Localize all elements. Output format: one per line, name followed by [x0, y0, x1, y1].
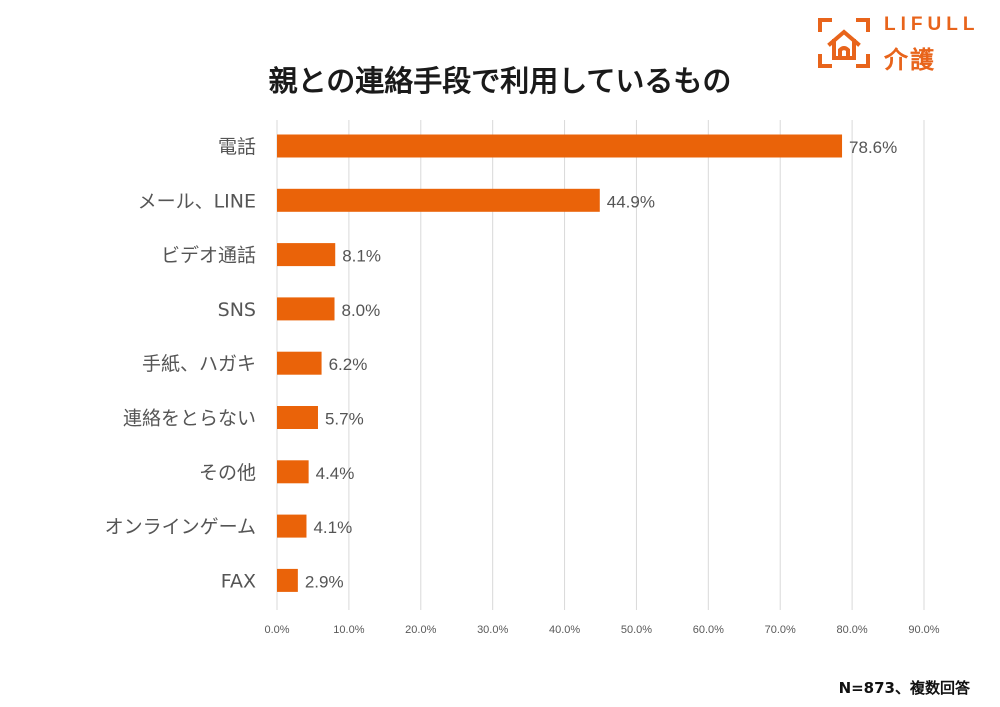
- grid-lines: [276, 120, 925, 610]
- bar: [277, 134, 843, 158]
- brand-name-en: LIFULL: [884, 14, 980, 35]
- bar: [277, 568, 298, 592]
- category-label: 手紙、ハガキ: [142, 353, 256, 375]
- x-tick-label: 80.0%: [837, 624, 868, 636]
- bar: [277, 406, 318, 429]
- value-label: 5.7%: [325, 410, 364, 429]
- x-tick-label: 50.0%: [621, 624, 652, 636]
- bar: [277, 243, 336, 267]
- bar: [277, 188, 600, 212]
- value-label: 8.1%: [342, 247, 381, 266]
- category-label: オンラインゲーム: [105, 516, 256, 538]
- category-label: SNS: [218, 299, 256, 321]
- bar: [277, 460, 309, 484]
- x-tick-label: 60.0%: [693, 624, 724, 636]
- sample-size-note: N=873、複数回答: [838, 679, 970, 697]
- x-tick-label: 10.0%: [333, 624, 364, 636]
- x-tick-label: 70.0%: [765, 624, 796, 636]
- lifull-logo-icon: [818, 18, 870, 68]
- value-label: 4.4%: [316, 464, 355, 483]
- brand-name-jp: 介護: [884, 46, 936, 74]
- x-tick-label: 90.0%: [908, 624, 939, 636]
- bars: [277, 134, 843, 592]
- category-label: 電話: [218, 136, 256, 158]
- labels: 0.0% 10.0% 20.0% 30.0% 40.0% 50.0% 60.0% 70.0% 8…: [105, 136, 940, 636]
- value-label: 6.2%: [329, 355, 368, 374]
- category-label: その他: [199, 462, 256, 484]
- x-tick-label: 40.0%: [549, 624, 580, 636]
- bar: [277, 351, 322, 375]
- bar: [277, 297, 335, 321]
- x-tick-label: 0.0%: [264, 624, 289, 636]
- chart-title: 親との連絡手段で利用しているもの: [268, 64, 732, 98]
- category-label: FAX: [221, 570, 256, 592]
- value-label: 4.1%: [313, 518, 352, 537]
- value-label: 44.9%: [607, 192, 655, 211]
- category-label: ビデオ通話: [161, 245, 256, 267]
- value-label: 2.9%: [305, 572, 344, 591]
- x-tick-label: 30.0%: [477, 624, 508, 636]
- bar: [277, 514, 307, 538]
- category-label: 連絡をとらない: [123, 408, 256, 430]
- value-label: 78.6%: [849, 138, 897, 157]
- x-tick-label: 20.0%: [405, 624, 436, 636]
- value-label: 8.0%: [342, 301, 381, 320]
- category-label: メール、LINE: [138, 190, 256, 212]
